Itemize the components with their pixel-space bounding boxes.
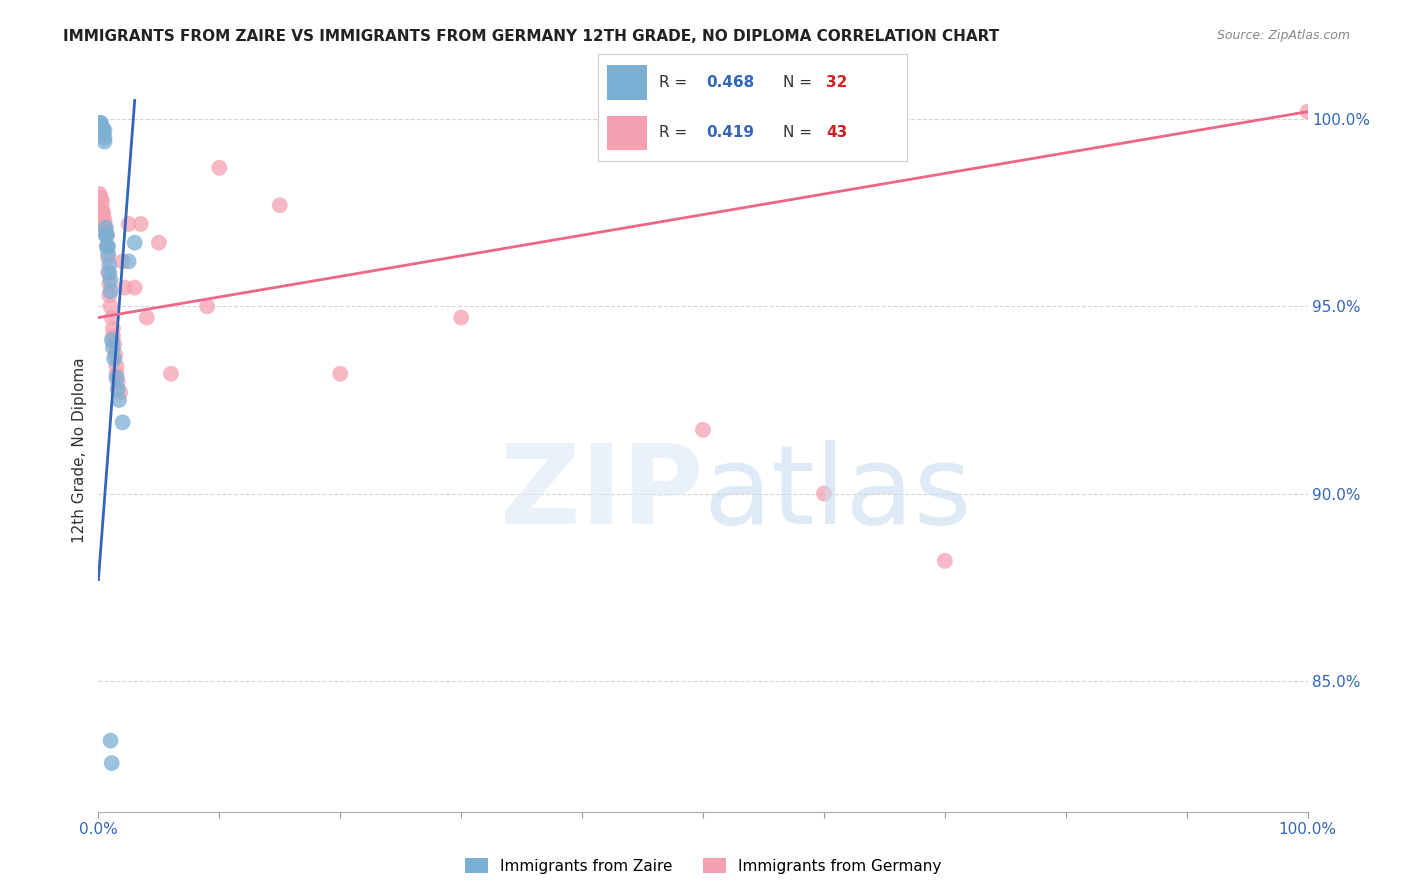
Point (98, 277, 121, 291)
Point (96, 239, 118, 253)
Point (90, 120, 112, 134)
Point (93, 135, 115, 149)
Point (91, 123, 114, 137)
Point (103, 336, 125, 351)
Text: 32: 32 (827, 75, 848, 90)
Point (94, 220, 117, 235)
Point (813, 486, 835, 500)
Point (329, 367, 352, 381)
Point (101, 322, 124, 336)
Point (93, 123, 115, 137)
Point (208, 161, 231, 175)
Point (124, 280, 146, 294)
Point (91, 127, 114, 141)
Point (135, 310, 157, 325)
Bar (607, 116, 647, 150)
Point (101, 341, 124, 355)
Point (91, 123, 114, 137)
Point (94, 224, 117, 238)
Point (91, 120, 114, 134)
Point (111, 416, 134, 430)
Point (111, 254, 134, 268)
Point (114, 280, 136, 294)
Point (100, 310, 122, 325)
Text: atlas: atlas (703, 441, 972, 548)
Point (100, 299, 122, 313)
Point (105, 370, 128, 384)
Point (90, 191, 112, 205)
Point (450, 310, 472, 325)
Point (93, 131, 115, 145)
Point (96, 228, 118, 243)
Point (148, 235, 170, 250)
Point (108, 385, 131, 400)
Point (97, 266, 120, 280)
Point (118, 254, 141, 268)
Text: N =: N = (783, 125, 813, 140)
Point (91, 210, 114, 224)
Text: Source: ZipAtlas.com: Source: ZipAtlas.com (1216, 29, 1350, 42)
Point (100, 756, 122, 770)
Y-axis label: 12th Grade, No Diploma: 12th Grade, No Diploma (72, 358, 87, 543)
Point (100, 285, 122, 299)
Legend: Immigrants from Zaire, Immigrants from Germany: Immigrants from Zaire, Immigrants from G… (458, 852, 948, 880)
Point (101, 329, 124, 343)
Point (93, 217, 115, 231)
Point (124, 235, 146, 250)
Point (94, 228, 117, 243)
Point (1296, 104, 1319, 119)
Point (934, 554, 956, 568)
Point (195, 299, 218, 313)
Point (118, 217, 141, 231)
Point (89, 116, 111, 130)
Text: R =: R = (659, 75, 688, 90)
Point (104, 348, 127, 362)
Point (89, 187, 111, 202)
Bar (607, 65, 647, 100)
Point (100, 273, 122, 287)
Point (107, 374, 129, 388)
Text: 0.419: 0.419 (706, 125, 754, 140)
Point (269, 198, 291, 212)
Text: N =: N = (783, 75, 813, 90)
Point (91, 194, 114, 209)
Point (692, 423, 714, 437)
Point (96, 228, 118, 243)
Text: R =: R = (659, 125, 688, 140)
Point (105, 359, 128, 374)
Point (160, 367, 183, 381)
Point (94, 220, 117, 235)
Point (108, 392, 131, 407)
Point (91, 205, 114, 219)
Point (89, 120, 111, 134)
Point (97, 251, 120, 265)
Point (129, 217, 152, 231)
Point (97, 239, 120, 253)
Point (98, 266, 121, 280)
Point (93, 213, 115, 227)
Point (100, 733, 122, 747)
Text: 0.468: 0.468 (706, 75, 754, 90)
Text: 43: 43 (827, 125, 848, 140)
Point (98, 288, 121, 302)
Text: ZIP: ZIP (499, 441, 703, 548)
Point (98, 258, 121, 272)
Point (100, 333, 122, 347)
Point (103, 351, 125, 366)
Point (107, 382, 129, 396)
Point (97, 247, 120, 261)
Point (90, 116, 112, 130)
Point (105, 367, 128, 381)
Point (96, 239, 118, 253)
Point (91, 202, 114, 216)
Text: IMMIGRANTS FROM ZAIRE VS IMMIGRANTS FROM GERMANY 12TH GRADE, NO DIPLOMA CORRELAT: IMMIGRANTS FROM ZAIRE VS IMMIGRANTS FROM… (63, 29, 1000, 44)
